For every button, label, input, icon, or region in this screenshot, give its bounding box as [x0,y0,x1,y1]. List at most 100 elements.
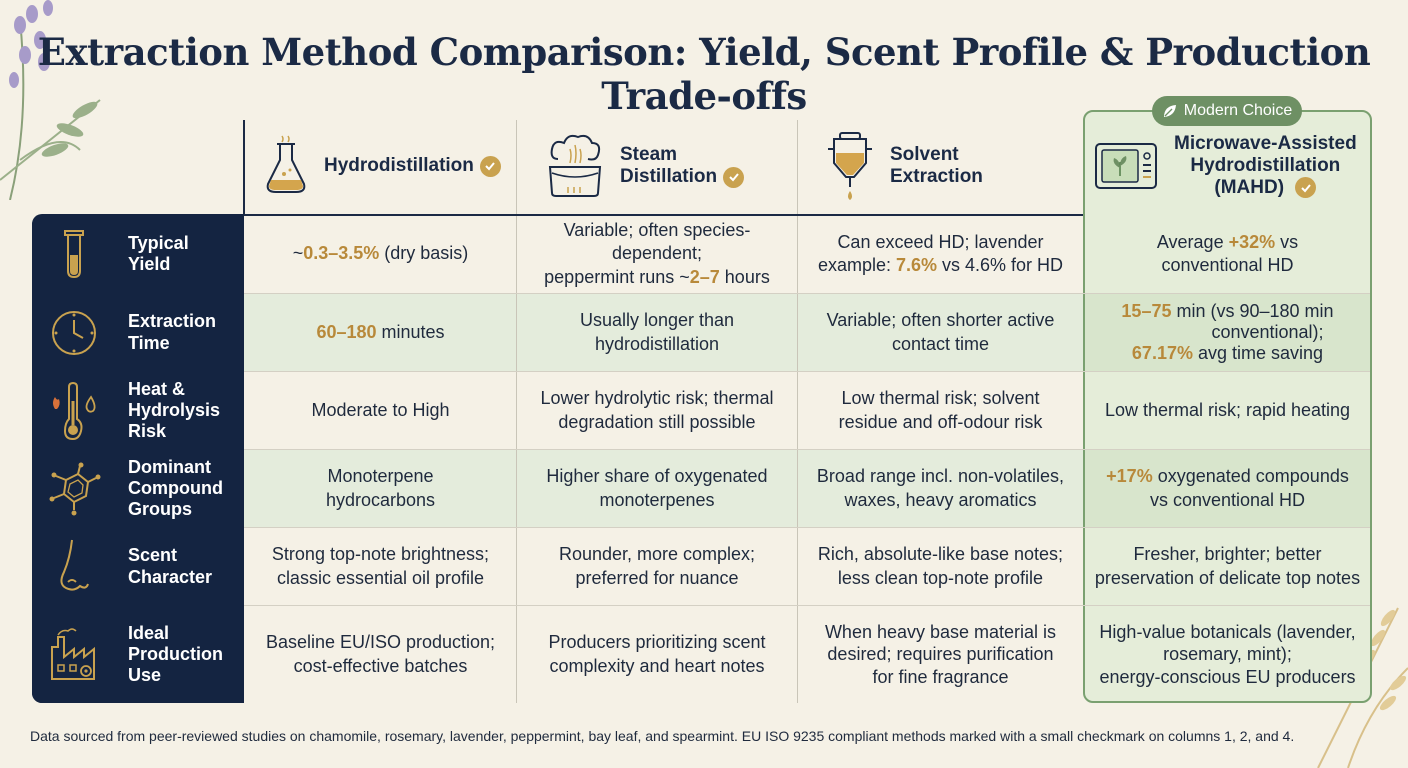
cell-line2: complexity and heart notes [549,655,765,676]
column-title-line2: Hydrodistillation [1190,155,1341,177]
cell-line1: Moderate to High [311,399,450,420]
row-label-line3: Use [128,665,162,686]
comparison-table: Modern Choice Hydrodistillation Stea [32,96,1372,703]
cell-line2: contact time [891,333,990,354]
cell-line1: Low thermal risk; solvent [841,388,1040,409]
cell-line1: Monoterpene [327,466,434,487]
cell-mahd-time: 15–75 min (vs 90–180 min conventional); 67… [1085,294,1370,371]
cell-text: (dry basis) [379,243,469,264]
cell-highlight: 15–75 [1121,301,1172,322]
column-header-hydrodistillation: Hydrodistillation [262,118,542,214]
cell-line1: Strong top-note brightness; [271,544,490,565]
mahd-tint-time [1085,293,1370,371]
factory-icon [51,627,95,680]
cell-line1: Broad range incl. non-volatiles, [816,466,1065,487]
cell-highlight: 67.17% [1131,342,1193,363]
flask-icon [266,135,306,193]
cell-line1: Variable; often species-dependent; [563,220,751,264]
row-label-scent-character: Scent Character [32,528,244,605]
cell-solvent-time: Variable; often shorter active contact ti… [798,294,1083,371]
cell-line2: preservation of delicate top notes [1094,567,1361,588]
row-divider [244,449,1370,450]
row-label-line2: Time [128,332,170,353]
badge-label: Modern Choice [1183,102,1293,119]
cell-line2: residue and off-odour risk [838,411,1043,432]
cell-solvent-heat: Low thermal risk; solvent residue and off… [798,372,1083,449]
row-label-line1: Scent [128,545,178,566]
column-title-line2: Extraction [890,166,983,187]
nose-icon [60,539,89,591]
footnote: Data sourced from peer-reviewed studies … [30,728,1295,744]
row-label-line2: Yield [128,254,171,274]
row-label-line3: Groups [128,499,193,520]
microwave-icon [1095,143,1157,189]
row-label-line2: Hydrolysis [128,399,221,420]
cell-highlight: +17% [1106,466,1153,487]
row-label-line1: Extraction [128,311,217,332]
row-label-line2: Compound [128,477,223,498]
column-title-line3: (MAHD) [1214,176,1285,198]
cell-line1: Rich, absolute-like base notes; [817,544,1064,565]
row-label-line2: Character [128,566,213,587]
cell-hd-production: Baseline EU/ISO production; cost-effectiv… [245,606,516,703]
cell-highlight: +32% [1228,231,1276,252]
cell-text: example: [817,255,896,275]
steam-pot-icon [548,134,602,197]
column-header-steam-distillation: Steam Distillation [544,118,824,214]
cell-text: oxygenated compounds [1152,466,1349,487]
cell-text: peppermint runs ~ [544,266,690,287]
cell-line1: High-value botanicals (lavender, [1099,621,1356,642]
row-label-line1: Dominant [128,456,211,477]
page-title: Extraction Method Comparison: Yield, Sce… [37,30,1371,118]
cell-steam-compounds: Higher share of oxygenated monoterpenes [517,450,797,527]
test-tube-icon [64,230,84,279]
cell-text: vs [1275,231,1299,252]
cell-steam-heat: Lower hydrolytic risk; thermal degradatio… [517,372,797,449]
cell-line2: rosemary, mint); [1163,644,1292,665]
column-title-line1: Steam [620,144,678,166]
cell-line1: Producers prioritizing scent [548,632,766,653]
cell-steam-time: Usually longer than hydrodistillation [517,294,797,371]
header-rule [244,214,1083,216]
leaf-icon [1163,105,1176,117]
cell-text: avg time saving [1192,342,1324,363]
cell-line3: energy-conscious EU producers [1099,666,1356,687]
cell-line1: When heavy base material is [824,621,1057,642]
mahd-column-highlight [1083,110,1372,703]
cell-steam-production: Producers prioritizing scent complexity a… [517,606,797,703]
row-tint-time [244,293,1083,371]
lavender-decoration-icon [0,0,101,200]
row-label-line3: Risk [128,421,167,442]
cell-line1: Baseline EU/ISO production; [265,632,496,653]
cell-text: min (vs 90–180 min [1171,301,1334,322]
column-divider [516,120,517,703]
cell-line1: Variable; often shorter active [826,310,1055,331]
cell-text: vs 4.6% for HD [937,255,1064,275]
cell-mahd-yield: Average +32% vs conventional HD [1085,215,1370,293]
iso-check-icon [723,166,745,188]
row-divider [244,293,1370,294]
cell-line1: Low thermal risk; rapid heating [1104,399,1351,420]
column-title: Hydrodistillation [324,155,474,177]
row-label-compound-groups: Dominant Compound Groups [32,450,244,527]
thermometer-icon [53,381,96,440]
column-title-line2: Distillation [620,166,718,187]
cell-line2: conventional); [1211,322,1324,343]
row-label-typical-yield: Typical Yield [32,215,244,293]
cell-text: hours [719,266,770,287]
row-label-production-use: Ideal Production Use [32,606,244,703]
iso-check-icon [1295,177,1317,199]
cell-line1: Rounder, more complex; [558,544,756,565]
cell-line2: desired; requires purification [827,644,1054,665]
row-label-extraction-time: Extraction Time [32,294,244,371]
cell-highlight: 7.6% [895,255,938,275]
cell-line3: for fine fragrance [872,666,1009,687]
cell-line2: waxes, heavy aromatics [844,489,1037,510]
cell-solvent-production: When heavy base material is desired; requ… [798,606,1083,703]
cell-line1: Higher share of oxygenated [546,466,768,487]
cell-text: minutes [376,321,445,342]
cell-highlight: 0.3–3.5% [303,243,380,264]
row-label-line1: Typical [128,232,189,253]
column-divider [797,120,798,703]
row-label-line2: Production [128,643,223,664]
